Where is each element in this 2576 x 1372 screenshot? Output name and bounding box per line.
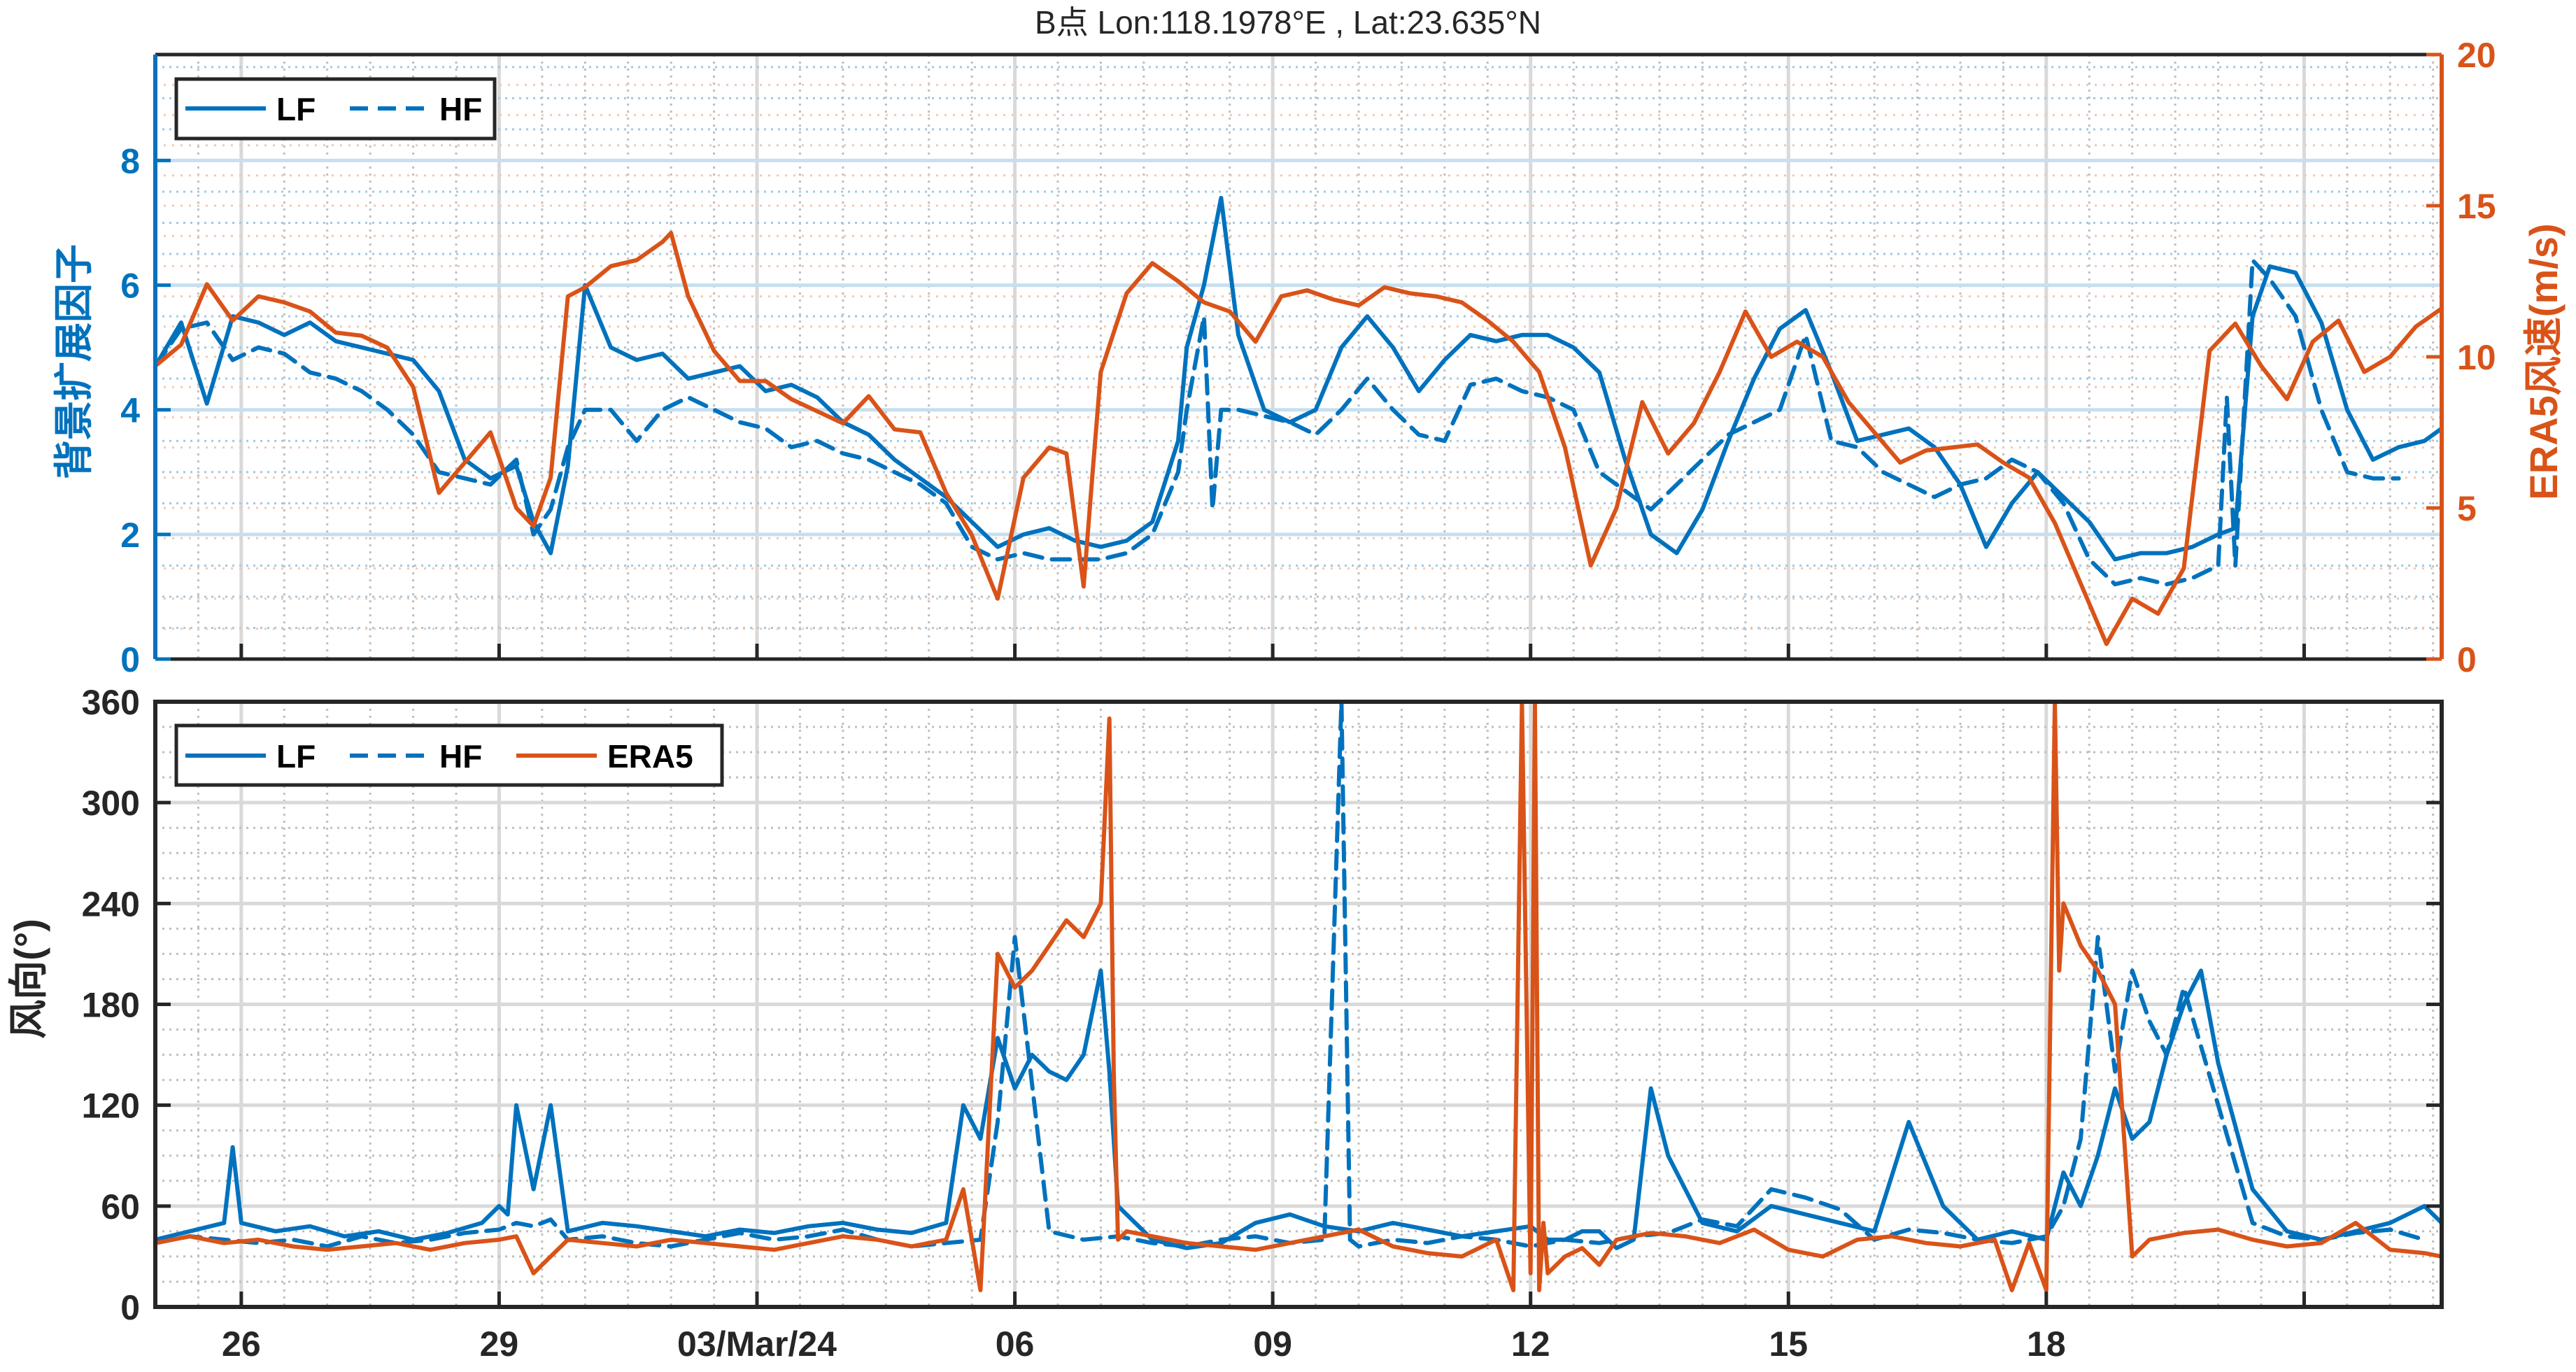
bottom-x-tick-label: 18 bbox=[2027, 1324, 2066, 1364]
axes-layer bbox=[153, 52, 2444, 1309]
top-left-y-axis-title: 背景扩展因子 bbox=[52, 244, 96, 479]
top-era5-line bbox=[153, 230, 2444, 646]
top-lf-line bbox=[153, 195, 2444, 562]
top-left-y-tick-label: 6 bbox=[120, 267, 140, 306]
bottom-lf-line bbox=[153, 968, 2444, 1250]
bottom-x-tick-label: 03/Mar/24 bbox=[677, 1324, 837, 1364]
bottom-legend-era5-label: ERA5 bbox=[607, 738, 693, 775]
bottom-y-tick-label: 300 bbox=[82, 784, 140, 823]
top-left-y-tick-label: 2 bbox=[120, 516, 140, 555]
top-hf-line bbox=[153, 257, 2401, 587]
top-right-y-tick-label: 15 bbox=[2457, 187, 2496, 226]
bottom-era5-line bbox=[153, 700, 2444, 1292]
data-layer bbox=[153, 195, 2444, 1292]
top-legend-hf-label: HF bbox=[439, 91, 482, 127]
bottom-y-tick-label: 120 bbox=[82, 1087, 140, 1126]
bottom-x-tick-label: 06 bbox=[996, 1324, 1035, 1364]
top-right-y-tick-label: 10 bbox=[2457, 338, 2496, 377]
bottom-hf-line bbox=[153, 700, 2427, 1249]
grid-layer bbox=[154, 53, 2442, 1309]
top-right-y-axis-title: ERA5风速(m/s) bbox=[2521, 223, 2566, 500]
top-legend-lf-label: LF bbox=[276, 91, 316, 127]
top-right-y-tick-label: 20 bbox=[2457, 36, 2496, 75]
bottom-legend: LF HF ERA5 bbox=[174, 723, 724, 787]
chart-title: B点 Lon:118.1978°E , Lat:23.635°N bbox=[1035, 4, 1541, 41]
top-left-y-tick-label: 4 bbox=[120, 391, 140, 430]
bottom-legend-box bbox=[174, 723, 724, 787]
bottom-x-tick-label: 12 bbox=[1511, 1324, 1550, 1364]
bottom-x-tick-label: 29 bbox=[480, 1324, 519, 1364]
bottom-legend-hf-label: HF bbox=[439, 738, 482, 775]
top-legend: LF HF bbox=[174, 77, 497, 141]
top-right-y-tick-label: 0 bbox=[2457, 640, 2477, 679]
top-left-y-tick-label: 0 bbox=[120, 640, 140, 679]
bottom-y-tick-label: 240 bbox=[82, 884, 140, 924]
bottom-y-axis-title: 风向(°) bbox=[6, 919, 50, 1039]
bottom-legend-lf-label: LF bbox=[276, 738, 316, 775]
bottom-y-tick-label: 360 bbox=[82, 683, 140, 722]
top-left-y-tick-label: 8 bbox=[120, 141, 140, 181]
bottom-x-tick-label: 15 bbox=[1769, 1324, 1808, 1364]
bottom-y-tick-label: 0 bbox=[120, 1288, 140, 1327]
bottom-y-tick-label: 180 bbox=[82, 986, 140, 1025]
top-right-y-tick-label: 5 bbox=[2457, 489, 2477, 528]
bottom-y-tick-label: 60 bbox=[101, 1187, 140, 1226]
bottom-x-tick-label: 26 bbox=[222, 1324, 261, 1364]
bottom-x-tick-label: 09 bbox=[1253, 1324, 1292, 1364]
